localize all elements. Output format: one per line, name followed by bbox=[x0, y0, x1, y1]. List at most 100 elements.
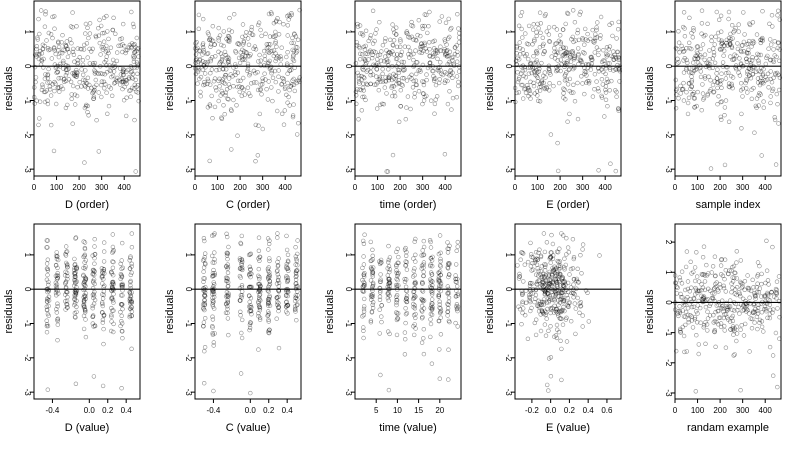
residual-point bbox=[225, 294, 231, 299]
residual-point bbox=[702, 273, 708, 278]
residual-point bbox=[63, 253, 69, 258]
residual-point bbox=[281, 79, 286, 84]
residual-point bbox=[32, 85, 37, 90]
residual-point bbox=[368, 69, 373, 75]
residual-point bbox=[550, 279, 556, 285]
residual-point bbox=[590, 57, 595, 62]
residual-point bbox=[266, 296, 271, 301]
residual-point bbox=[735, 308, 740, 313]
residual-point bbox=[394, 302, 399, 308]
residual-point bbox=[100, 296, 106, 301]
residual-point bbox=[74, 279, 79, 284]
residual-point bbox=[386, 59, 391, 64]
residual-point bbox=[556, 310, 562, 315]
residual-point bbox=[528, 281, 533, 286]
residual-point bbox=[730, 57, 735, 62]
residual-point bbox=[699, 293, 704, 298]
residual-point bbox=[741, 333, 747, 338]
residual-point bbox=[273, 29, 278, 35]
residual-point bbox=[386, 276, 392, 282]
y-tick-label: -2 bbox=[344, 354, 353, 362]
residual-point bbox=[685, 286, 691, 292]
residual-point bbox=[361, 262, 367, 267]
residual-point bbox=[691, 28, 696, 33]
residual-point bbox=[689, 84, 694, 90]
residual-point bbox=[360, 277, 365, 283]
residual-point bbox=[101, 240, 107, 245]
residual-point bbox=[438, 308, 444, 314]
residual-point bbox=[530, 291, 535, 296]
residual-point bbox=[45, 257, 50, 262]
residual-point bbox=[52, 88, 57, 94]
residual-point bbox=[700, 255, 706, 260]
residual-point bbox=[36, 122, 41, 128]
residual-point bbox=[714, 319, 719, 325]
residual-point bbox=[81, 272, 86, 278]
residual-point bbox=[135, 71, 140, 77]
residual-point bbox=[46, 287, 52, 292]
plot-frame bbox=[354, 223, 462, 400]
residual-point bbox=[434, 47, 440, 53]
residual-point bbox=[91, 280, 96, 285]
residual-point bbox=[745, 273, 750, 278]
residual-point bbox=[88, 49, 94, 54]
residual-point bbox=[526, 87, 531, 93]
residual-point bbox=[690, 325, 696, 330]
residual-point bbox=[766, 85, 771, 90]
residual-point bbox=[558, 309, 564, 315]
residual-point bbox=[520, 251, 526, 256]
residual-point bbox=[760, 38, 765, 44]
residual-point bbox=[46, 298, 52, 303]
residual-point bbox=[686, 70, 692, 75]
residual-point bbox=[553, 277, 558, 282]
residual-point bbox=[775, 306, 780, 311]
residual-point bbox=[356, 76, 362, 81]
residual-point bbox=[615, 49, 621, 55]
residual-point bbox=[294, 49, 300, 54]
x-tick-label: 0.0 bbox=[84, 406, 96, 415]
residual-point bbox=[65, 46, 71, 52]
residual-point bbox=[443, 20, 449, 25]
residual-point bbox=[714, 76, 720, 81]
residual-point bbox=[85, 109, 90, 115]
residual-point bbox=[370, 270, 376, 275]
residual-point bbox=[246, 252, 252, 258]
residual-point bbox=[696, 279, 702, 284]
residual-point bbox=[285, 33, 290, 38]
residual-point bbox=[605, 61, 611, 66]
residual-point bbox=[99, 79, 105, 84]
residual-point bbox=[594, 79, 599, 84]
residual-point bbox=[109, 296, 115, 301]
residual-point bbox=[227, 85, 233, 90]
residual-point bbox=[428, 60, 433, 65]
residual-point bbox=[101, 45, 106, 50]
residual-point bbox=[767, 21, 772, 26]
residual-point bbox=[275, 231, 280, 236]
residual-point bbox=[416, 88, 422, 94]
residual-point bbox=[211, 280, 216, 285]
residual-point bbox=[613, 88, 618, 93]
residual-point bbox=[85, 86, 91, 91]
y-axis-label: residuals bbox=[644, 289, 656, 334]
residual-point bbox=[244, 30, 249, 35]
residual-point bbox=[446, 36, 451, 41]
residual-point bbox=[365, 82, 370, 88]
residual-point bbox=[81, 326, 87, 332]
residual-point bbox=[375, 106, 380, 111]
residual-point bbox=[101, 30, 107, 36]
residual-point bbox=[686, 317, 691, 322]
residual-point bbox=[239, 233, 245, 239]
residual-point bbox=[83, 68, 88, 73]
residual-point bbox=[535, 93, 540, 98]
residual-point bbox=[221, 80, 226, 85]
residual-point bbox=[571, 277, 577, 282]
residual-point bbox=[554, 327, 560, 332]
residual-point bbox=[81, 303, 86, 308]
residual-point bbox=[238, 241, 244, 247]
residual-point bbox=[543, 312, 548, 317]
residual-point bbox=[362, 94, 367, 100]
y-tick-label: -2 bbox=[23, 354, 32, 362]
residual-point bbox=[386, 77, 392, 83]
residual-point bbox=[99, 44, 105, 50]
residual-point bbox=[539, 81, 545, 86]
